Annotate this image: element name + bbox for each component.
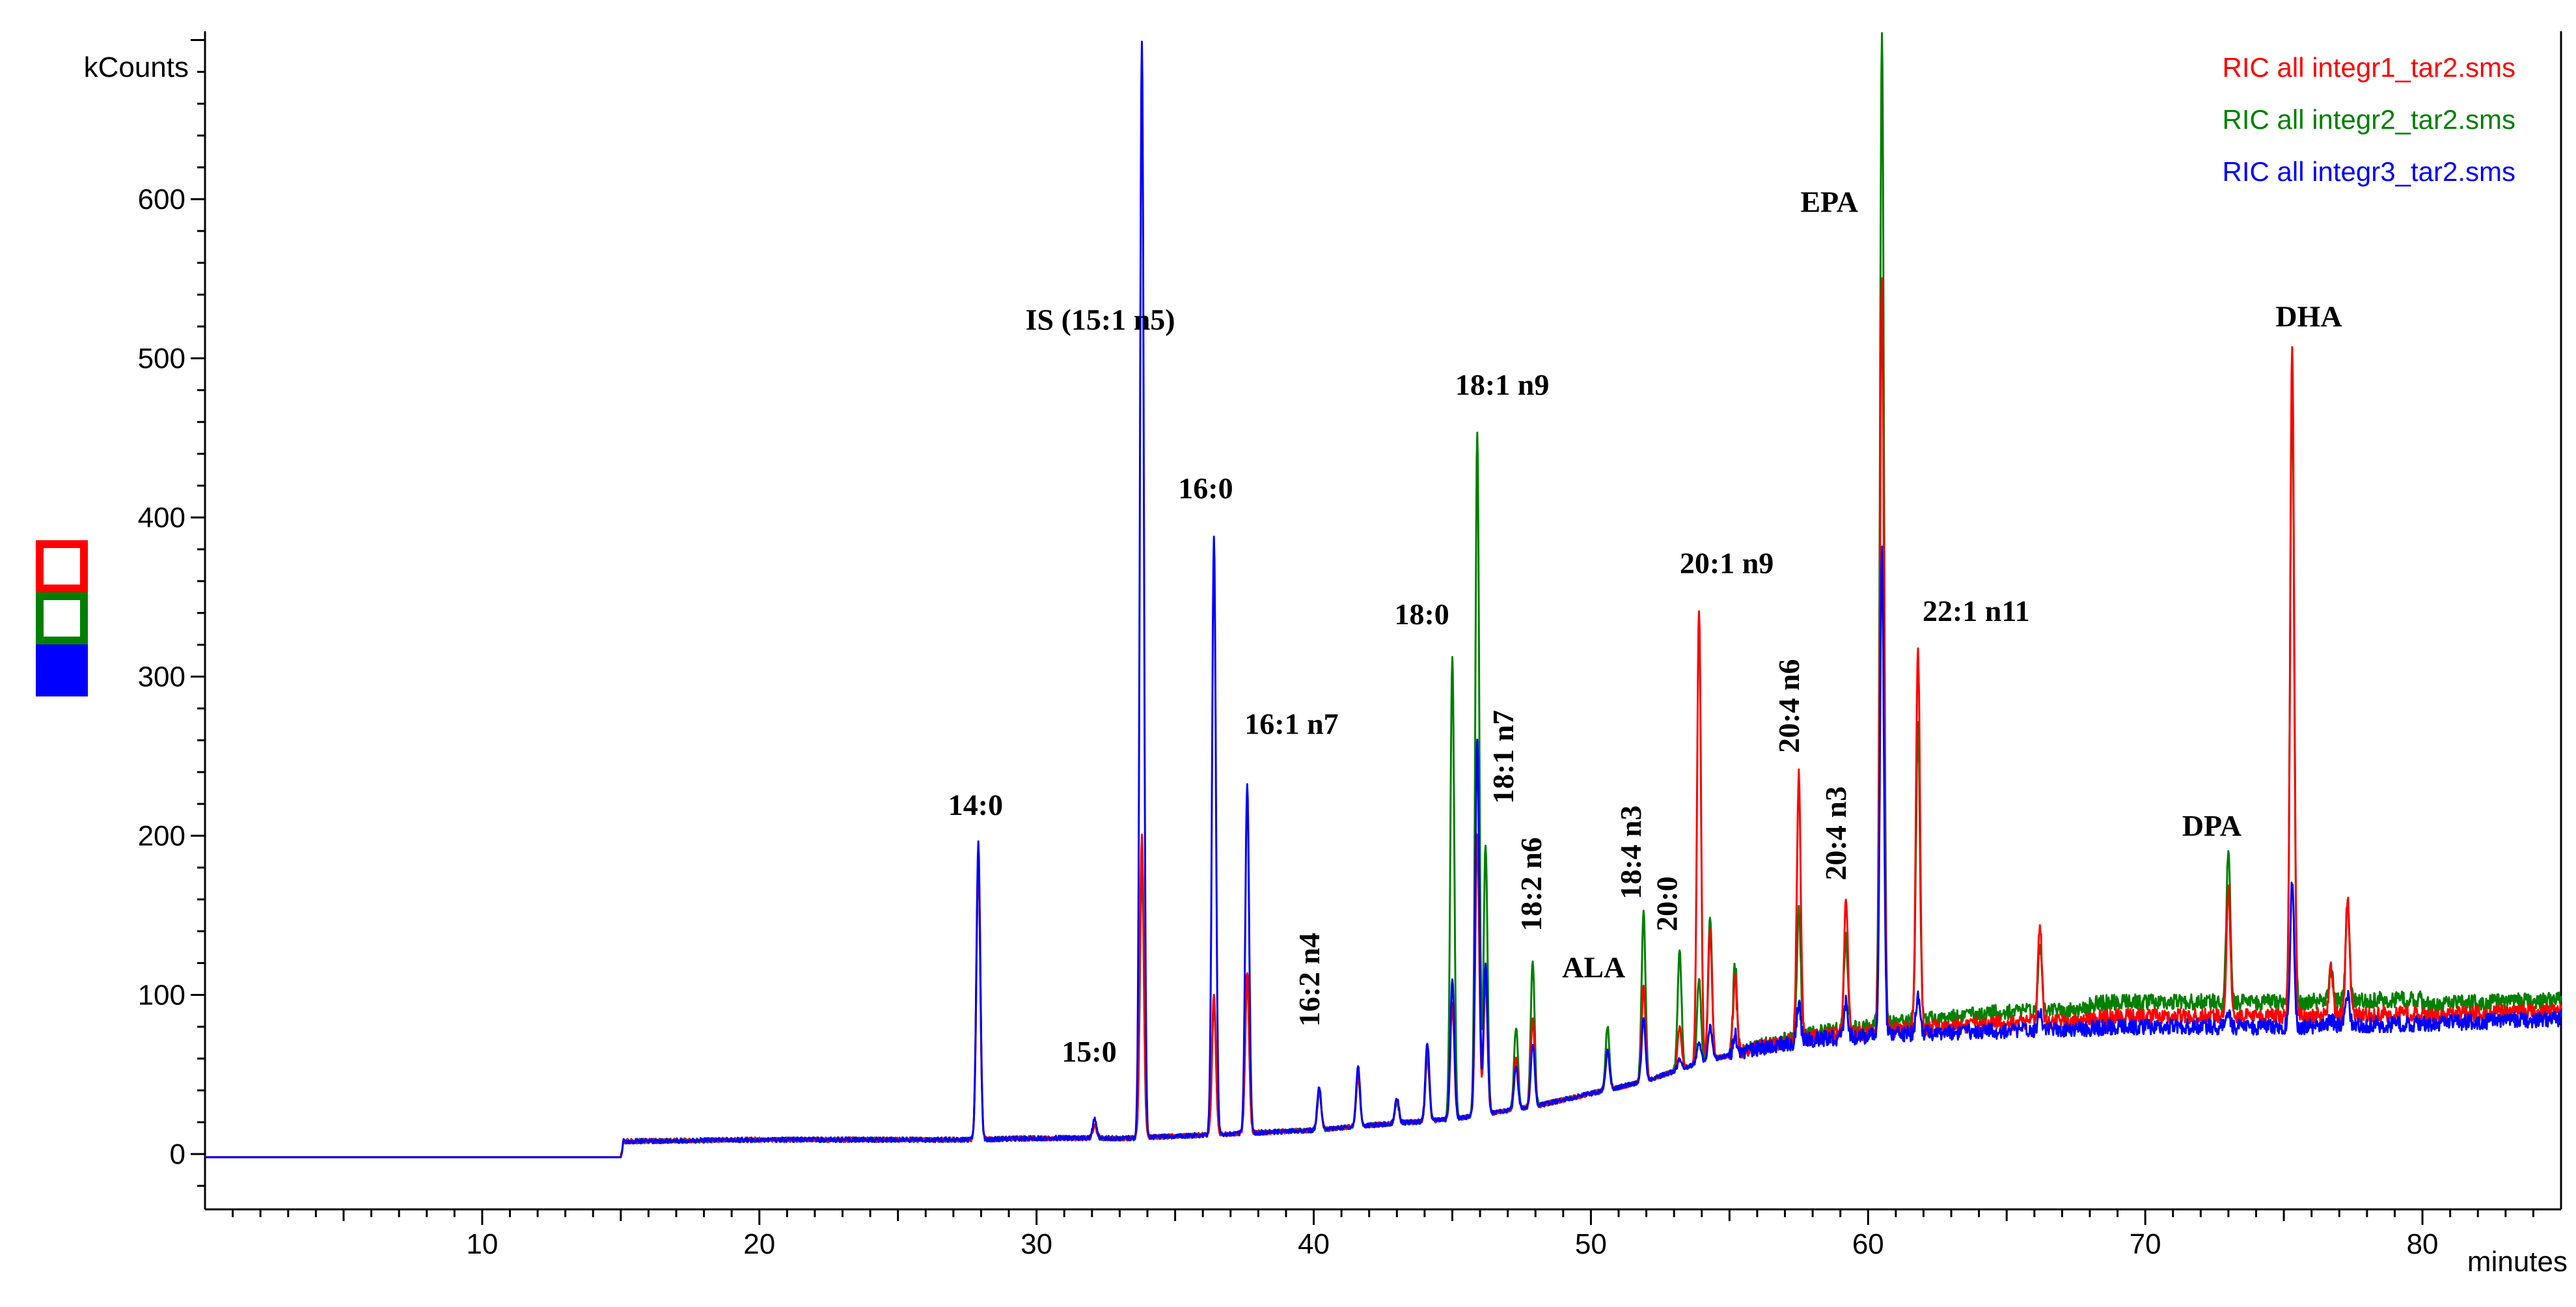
peak-label: 18:1 n9 bbox=[1455, 368, 1549, 402]
peak-label: 16:2 n4 bbox=[1293, 933, 1326, 1026]
peak-label: 18:0 bbox=[1394, 598, 1449, 631]
x-tick-label: 30 bbox=[1021, 1228, 1052, 1260]
series-group bbox=[204, 32, 2562, 1159]
peak-label: 16:0 bbox=[1178, 472, 1233, 505]
legend-entry: RIC all integr1_tar2.sms bbox=[2223, 52, 2516, 83]
y-tick-label: 400 bbox=[138, 502, 185, 534]
y-tick-label: 600 bbox=[138, 184, 185, 215]
legend: RIC all integr1_tar2.sms RIC all integr2_… bbox=[2223, 52, 2516, 187]
legend-entry: RIC all integr3_tar2.sms bbox=[2223, 156, 2516, 187]
y-tick-label: 300 bbox=[138, 661, 185, 693]
series-swatch bbox=[36, 592, 88, 644]
x-tick-label: 40 bbox=[1298, 1228, 1330, 1260]
series-swatch bbox=[36, 644, 88, 696]
color-swatches bbox=[36, 540, 88, 696]
peak-label: 15:0 bbox=[1062, 1035, 1116, 1068]
y-tick-label: 200 bbox=[138, 820, 185, 852]
series-line bbox=[204, 32, 2562, 1159]
peak-label: 20:4 n3 bbox=[1819, 786, 1852, 880]
peak-label: 22:1 n11 bbox=[1923, 594, 2030, 627]
legend-entry: RIC all integr2_tar2.sms bbox=[2223, 104, 2516, 135]
peak-label: 20:0 bbox=[1650, 876, 1683, 931]
x-tick-label: 50 bbox=[1575, 1228, 1607, 1260]
x-tick-label: 20 bbox=[743, 1228, 775, 1260]
peak-label: EPA bbox=[1800, 186, 1858, 219]
y-tick-label: 0 bbox=[170, 1138, 185, 1170]
x-tick-label: 10 bbox=[466, 1228, 498, 1260]
y-axis-label: kCounts bbox=[84, 51, 189, 83]
peak-label: IS (15:1 n5) bbox=[1026, 303, 1175, 336]
axes: 0 100 200 300 400 500 600 kCounts 10 20 30 40 50 60 70… bbox=[84, 31, 2568, 1278]
x-tick-label: 70 bbox=[2130, 1228, 2161, 1260]
peak-label: 18:2 n6 bbox=[1514, 837, 1548, 931]
peak-label: 18:1 n7 bbox=[1487, 710, 1520, 804]
peak-label: DPA bbox=[2182, 809, 2241, 842]
peak-label: 20:1 n9 bbox=[1680, 547, 1774, 580]
peak-label: 16:1 n7 bbox=[1244, 708, 1338, 741]
y-tick-label: 100 bbox=[138, 980, 185, 1011]
series-swatch bbox=[36, 540, 88, 592]
peak-label: 14:0 bbox=[948, 788, 1003, 821]
x-tick-label: 60 bbox=[1852, 1228, 1884, 1260]
x-tick-label: 80 bbox=[2407, 1228, 2439, 1260]
peak-label: ALA bbox=[1562, 951, 1625, 984]
peak-label: 20:4 n6 bbox=[1772, 659, 1805, 752]
x-axis-label: minutes bbox=[2467, 1246, 2568, 1278]
peak-labels: 14:0 15:0 IS (15:1 n5) 16:0 16:1 n7 16:2 n4 18… bbox=[948, 186, 2342, 1069]
peak-label: DHA bbox=[2275, 300, 2342, 333]
peak-label: 18:4 n3 bbox=[1614, 805, 1647, 899]
y-tick-label: 500 bbox=[138, 343, 185, 375]
series-line bbox=[204, 40, 2562, 1159]
